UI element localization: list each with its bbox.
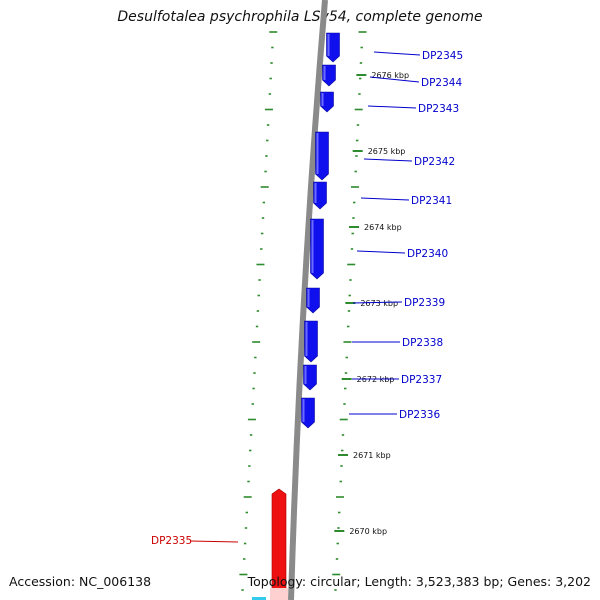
accession-text: Accession: NC_006138 <box>9 574 152 589</box>
gene-label-dp2336[interactable]: DP2336 <box>399 409 440 421</box>
kbp-label: 2671 kbp <box>353 451 391 460</box>
forward-genes <box>301 32 340 429</box>
kbp-label: 2676 kbp <box>371 71 409 80</box>
gene-arrow-dp2340[interactable] <box>310 218 324 280</box>
gene-label-dp2342[interactable]: DP2342 <box>414 156 455 168</box>
gene-arrow-dp2345[interactable] <box>326 32 340 63</box>
gene-label-dp2335[interactable]: DP2335 <box>151 535 192 547</box>
gene-arrow-dp2339[interactable] <box>306 287 320 314</box>
gene-label-dp2345[interactable]: DP2345 <box>422 50 463 62</box>
reverse-genes <box>252 488 288 600</box>
gene-fade <box>270 588 288 600</box>
gene-label-dp2340[interactable]: DP2340 <box>407 248 448 260</box>
gene-label-dp2343[interactable]: DP2343 <box>418 103 459 115</box>
genome-summary-text: Topology: circular; Length: 3,523,383 bp… <box>247 574 591 589</box>
kbp-label: 2673 kbp <box>360 299 398 308</box>
gene-label-dp2344[interactable]: DP2344 <box>421 77 462 89</box>
gene-label-dp2339[interactable]: DP2339 <box>404 297 445 309</box>
kbp-label: 2675 kbp <box>368 147 406 156</box>
kbp-label: 2670 kbp <box>349 527 387 536</box>
gene-leader-line <box>369 76 420 83</box>
gene-arrow-dp2342[interactable] <box>315 131 329 181</box>
kbp-label: 2674 kbp <box>364 223 402 232</box>
gene-leader-line <box>352 301 403 304</box>
gene-label-dp2337[interactable]: DP2337 <box>401 374 442 386</box>
gene-leader-line <box>363 158 413 162</box>
inner-tick-ring <box>332 31 367 591</box>
outer-tick-ring <box>239 31 278 591</box>
gene-label-dp2341[interactable]: DP2341 <box>411 195 452 207</box>
gene-leader-line <box>360 197 410 201</box>
gene-arrow-dp2341[interactable] <box>313 181 327 210</box>
gene-arrow-dp2344[interactable] <box>322 64 336 87</box>
gene-arrow-dp2336[interactable] <box>301 397 315 429</box>
gene-leader-line <box>189 540 239 543</box>
next-feature-marker <box>252 597 266 600</box>
gene-leader-line <box>373 51 421 56</box>
genome-backbone <box>288 0 328 600</box>
gene-labels: DP2345 DP2344 DP2343 DP2342 DP2341 DP2340 DP23… <box>151 50 463 547</box>
gene-arrow-dp2338[interactable] <box>304 320 318 363</box>
gene-arrow-dp2343[interactable] <box>320 91 334 113</box>
gene-leader-line <box>356 250 406 254</box>
gene-label-dp2338[interactable]: DP2338 <box>402 337 443 349</box>
gene-arrow-dp2337[interactable] <box>303 364 317 391</box>
gene-arrow-dp2335[interactable] <box>271 488 287 600</box>
gene-leader-line <box>367 105 417 109</box>
map-title: Desulfotalea psychrophila LSv54, complet… <box>117 9 483 25</box>
